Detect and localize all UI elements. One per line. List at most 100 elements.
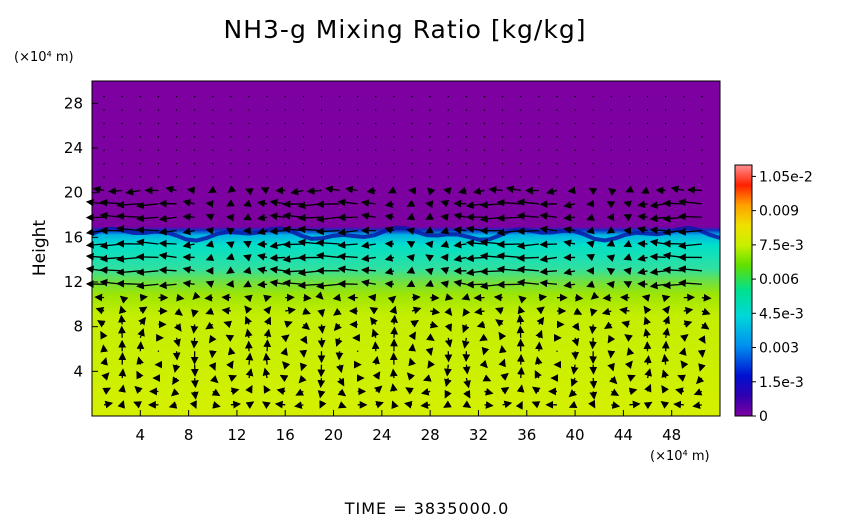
vector-arrow	[453, 279, 467, 288]
vector-dot	[483, 162, 486, 165]
vector-arrow	[191, 309, 199, 318]
vector-arrow	[640, 186, 650, 194]
vector-dot	[320, 122, 323, 125]
vector-dot	[356, 350, 359, 352]
vector-arrow	[539, 267, 558, 276]
vector-arrow	[440, 240, 450, 248]
x-unit-label: (×10⁴ m)	[650, 449, 710, 464]
vector-dot	[157, 162, 160, 165]
vector-dot	[212, 109, 214, 111]
vector-arrow	[567, 186, 576, 195]
vector-arrow	[568, 389, 578, 398]
x-tick-label: 36	[517, 426, 536, 444]
vector-arrow	[263, 328, 272, 338]
vector-dot	[429, 176, 431, 178]
vector-arrow	[262, 401, 271, 410]
vector-arrow	[333, 322, 342, 332]
vector-arrow	[284, 320, 293, 329]
vector-arrow	[606, 226, 616, 234]
vector-dot	[175, 109, 178, 111]
vector-arrow	[517, 366, 525, 379]
vector-arrow	[678, 265, 702, 274]
vector-arrow	[625, 185, 635, 193]
vector-dot	[248, 176, 250, 178]
vector-dot	[501, 95, 504, 98]
vector-dot	[193, 149, 196, 151]
vector-arrow	[661, 385, 669, 394]
vector-dot	[646, 176, 649, 178]
vector-arrow	[371, 341, 380, 352]
vector-arrow	[546, 187, 558, 196]
vector-arrow	[440, 213, 449, 222]
vector-dot	[520, 162, 522, 165]
vector-arrow	[623, 200, 632, 208]
vector-arrow	[136, 238, 159, 247]
vector-arrow	[644, 383, 652, 393]
vector-arrow	[172, 364, 181, 373]
vector-arrow	[425, 200, 434, 209]
vector-dot	[429, 109, 431, 111]
vector-dot	[465, 162, 468, 165]
vector-dot	[230, 95, 232, 98]
vector-arrow	[680, 334, 689, 342]
vector-arrow	[95, 306, 105, 315]
vector-arrow	[298, 375, 307, 384]
vector-dot	[175, 149, 178, 151]
vector-dot	[538, 122, 540, 125]
vector-dot	[429, 162, 431, 165]
vector-arrow	[425, 212, 434, 220]
vector-arrow	[408, 343, 416, 352]
vector-dot	[393, 176, 395, 178]
vector-arrow	[190, 391, 199, 400]
vector-dot	[175, 122, 178, 125]
vector-arrow	[316, 227, 340, 236]
vector-arrow	[687, 186, 702, 194]
vector-arrow	[607, 350, 616, 359]
vector-dot	[538, 136, 540, 138]
vector-arrow	[644, 368, 652, 379]
vector-arrow	[425, 267, 434, 276]
vector-arrow	[226, 241, 235, 249]
vector-arrow	[173, 323, 182, 332]
vector-arrow	[119, 295, 129, 304]
x-tick-label: 40	[566, 426, 585, 444]
vector-arrow	[315, 291, 324, 300]
vector-arrow	[568, 400, 578, 409]
vector-arrow	[453, 254, 467, 263]
vector-arrow	[683, 306, 694, 315]
vector-arrow	[643, 316, 652, 326]
vector-arrow	[518, 295, 527, 304]
vector-dot	[664, 95, 667, 98]
vector-dot	[193, 136, 196, 138]
vector-dot	[248, 149, 250, 151]
vector-arrow	[607, 362, 615, 372]
vector-arrow	[205, 253, 215, 262]
vector-dot	[248, 162, 250, 165]
vector-arrow	[516, 325, 525, 338]
vector-arrow	[440, 280, 449, 288]
vector-arrow	[677, 374, 686, 382]
vector-arrow	[316, 281, 340, 290]
vector-arrow	[493, 293, 503, 302]
vector-dot	[592, 136, 594, 138]
vector-dot	[375, 109, 377, 111]
vector-arrow	[406, 227, 415, 235]
vector-arrow	[324, 185, 340, 194]
vector-arrow	[337, 241, 358, 249]
vector-arrow	[683, 320, 693, 328]
vector-arrow	[539, 212, 558, 220]
vector-arrow	[172, 351, 181, 361]
vector-arrow	[516, 384, 525, 393]
vector-dot	[520, 95, 522, 98]
vector-arrow	[211, 388, 221, 397]
vector-arrow	[484, 388, 494, 396]
vector-dot	[574, 162, 576, 165]
vector-arrow	[539, 225, 558, 234]
vector-dot	[266, 122, 268, 125]
vector-arrow	[515, 400, 523, 410]
vector-arrow	[182, 279, 195, 288]
vector-dot	[574, 136, 576, 138]
vector-arrow	[182, 266, 195, 274]
vector-arrow	[443, 364, 452, 377]
